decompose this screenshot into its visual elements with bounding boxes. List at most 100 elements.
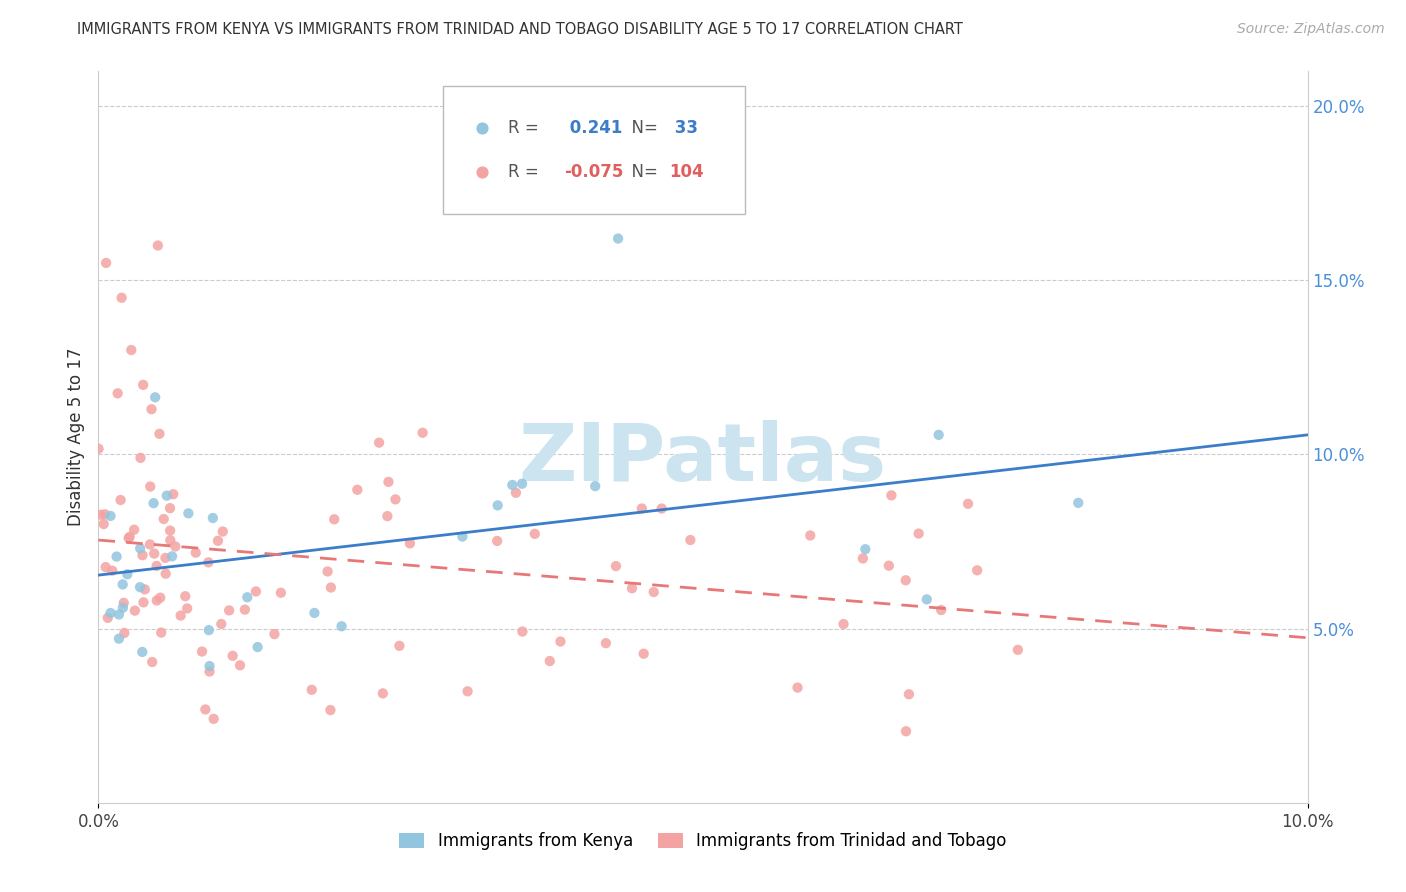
Point bbox=[143, 390, 166, 404]
Text: 0.241: 0.241 bbox=[564, 120, 623, 137]
Point bbox=[651, 501, 673, 516]
Point bbox=[270, 586, 292, 600]
Point bbox=[209, 617, 232, 632]
Point bbox=[786, 681, 808, 695]
Point bbox=[633, 647, 655, 661]
Point bbox=[159, 524, 181, 538]
Point bbox=[156, 489, 179, 503]
Point bbox=[111, 600, 134, 615]
Point bbox=[201, 511, 224, 525]
Point bbox=[184, 546, 207, 560]
Point bbox=[583, 479, 606, 493]
Point bbox=[145, 558, 167, 573]
Point bbox=[371, 686, 394, 700]
Point bbox=[894, 724, 917, 739]
Point bbox=[399, 536, 422, 550]
Point bbox=[129, 450, 152, 465]
Point bbox=[174, 589, 197, 603]
Point bbox=[607, 231, 630, 245]
Point bbox=[368, 435, 391, 450]
Point bbox=[143, 547, 166, 561]
Text: R =: R = bbox=[509, 120, 544, 137]
Point bbox=[94, 256, 117, 270]
Point bbox=[132, 377, 155, 392]
Y-axis label: Disability Age 5 to 17: Disability Age 5 to 17 bbox=[66, 348, 84, 526]
Point bbox=[194, 702, 217, 716]
Point bbox=[155, 566, 177, 581]
Point bbox=[191, 644, 214, 658]
Text: R =: R = bbox=[509, 163, 544, 181]
Point bbox=[131, 645, 153, 659]
Point bbox=[94, 560, 117, 574]
Point bbox=[966, 563, 988, 577]
Point bbox=[323, 512, 346, 526]
Text: IMMIGRANTS FROM KENYA VS IMMIGRANTS FROM TRINIDAD AND TOBAGO DISABILITY AGE 5 TO: IMMIGRANTS FROM KENYA VS IMMIGRANTS FROM… bbox=[77, 22, 963, 37]
Point bbox=[853, 542, 876, 557]
Point bbox=[134, 582, 156, 597]
Point bbox=[894, 574, 917, 588]
Point bbox=[486, 499, 509, 513]
Point bbox=[218, 603, 240, 617]
Point bbox=[141, 655, 163, 669]
Point bbox=[159, 501, 181, 516]
Point bbox=[523, 526, 546, 541]
Point bbox=[832, 617, 855, 632]
Point bbox=[165, 540, 187, 554]
Point bbox=[197, 555, 219, 569]
Point bbox=[101, 564, 124, 578]
Point bbox=[245, 584, 267, 599]
Point bbox=[897, 687, 920, 701]
Point bbox=[124, 604, 146, 618]
Point bbox=[90, 508, 112, 522]
Point bbox=[301, 682, 323, 697]
Point bbox=[505, 485, 527, 500]
Point bbox=[412, 425, 434, 440]
Legend: Immigrants from Kenya, Immigrants from Trinidad and Tobago: Immigrants from Kenya, Immigrants from T… bbox=[392, 825, 1014, 856]
Text: -0.075: -0.075 bbox=[564, 163, 623, 181]
Point bbox=[316, 565, 339, 579]
Point bbox=[510, 476, 533, 491]
Point bbox=[152, 512, 174, 526]
Point bbox=[176, 601, 198, 615]
Point bbox=[145, 593, 167, 607]
Point bbox=[538, 654, 561, 668]
Point bbox=[877, 558, 900, 573]
Point bbox=[457, 684, 479, 698]
Point bbox=[501, 478, 523, 492]
Point bbox=[198, 665, 221, 679]
Point bbox=[211, 524, 233, 539]
Point bbox=[169, 608, 191, 623]
Point bbox=[108, 632, 131, 646]
Point bbox=[630, 501, 652, 516]
Point bbox=[111, 577, 134, 591]
Point bbox=[595, 636, 617, 650]
Point bbox=[159, 533, 181, 548]
Point bbox=[799, 528, 821, 542]
Point bbox=[139, 479, 162, 493]
Point bbox=[141, 402, 163, 417]
Point bbox=[117, 567, 139, 582]
Point bbox=[263, 627, 285, 641]
Point bbox=[679, 533, 702, 547]
Point bbox=[118, 531, 141, 545]
Point bbox=[148, 426, 170, 441]
Point bbox=[105, 549, 128, 564]
Point bbox=[1007, 643, 1029, 657]
Point bbox=[97, 611, 120, 625]
Point bbox=[155, 550, 177, 565]
Point bbox=[122, 523, 145, 537]
Point bbox=[236, 591, 259, 605]
Point bbox=[160, 549, 183, 564]
Point bbox=[957, 497, 980, 511]
Point bbox=[198, 659, 221, 673]
Point bbox=[120, 343, 142, 357]
Point bbox=[132, 595, 155, 609]
Point bbox=[229, 658, 252, 673]
Point bbox=[129, 580, 152, 594]
Point bbox=[907, 526, 929, 541]
Point bbox=[110, 493, 132, 508]
Point bbox=[108, 607, 131, 622]
Point bbox=[486, 533, 509, 548]
Point bbox=[377, 475, 399, 489]
FancyBboxPatch shape bbox=[443, 86, 745, 214]
